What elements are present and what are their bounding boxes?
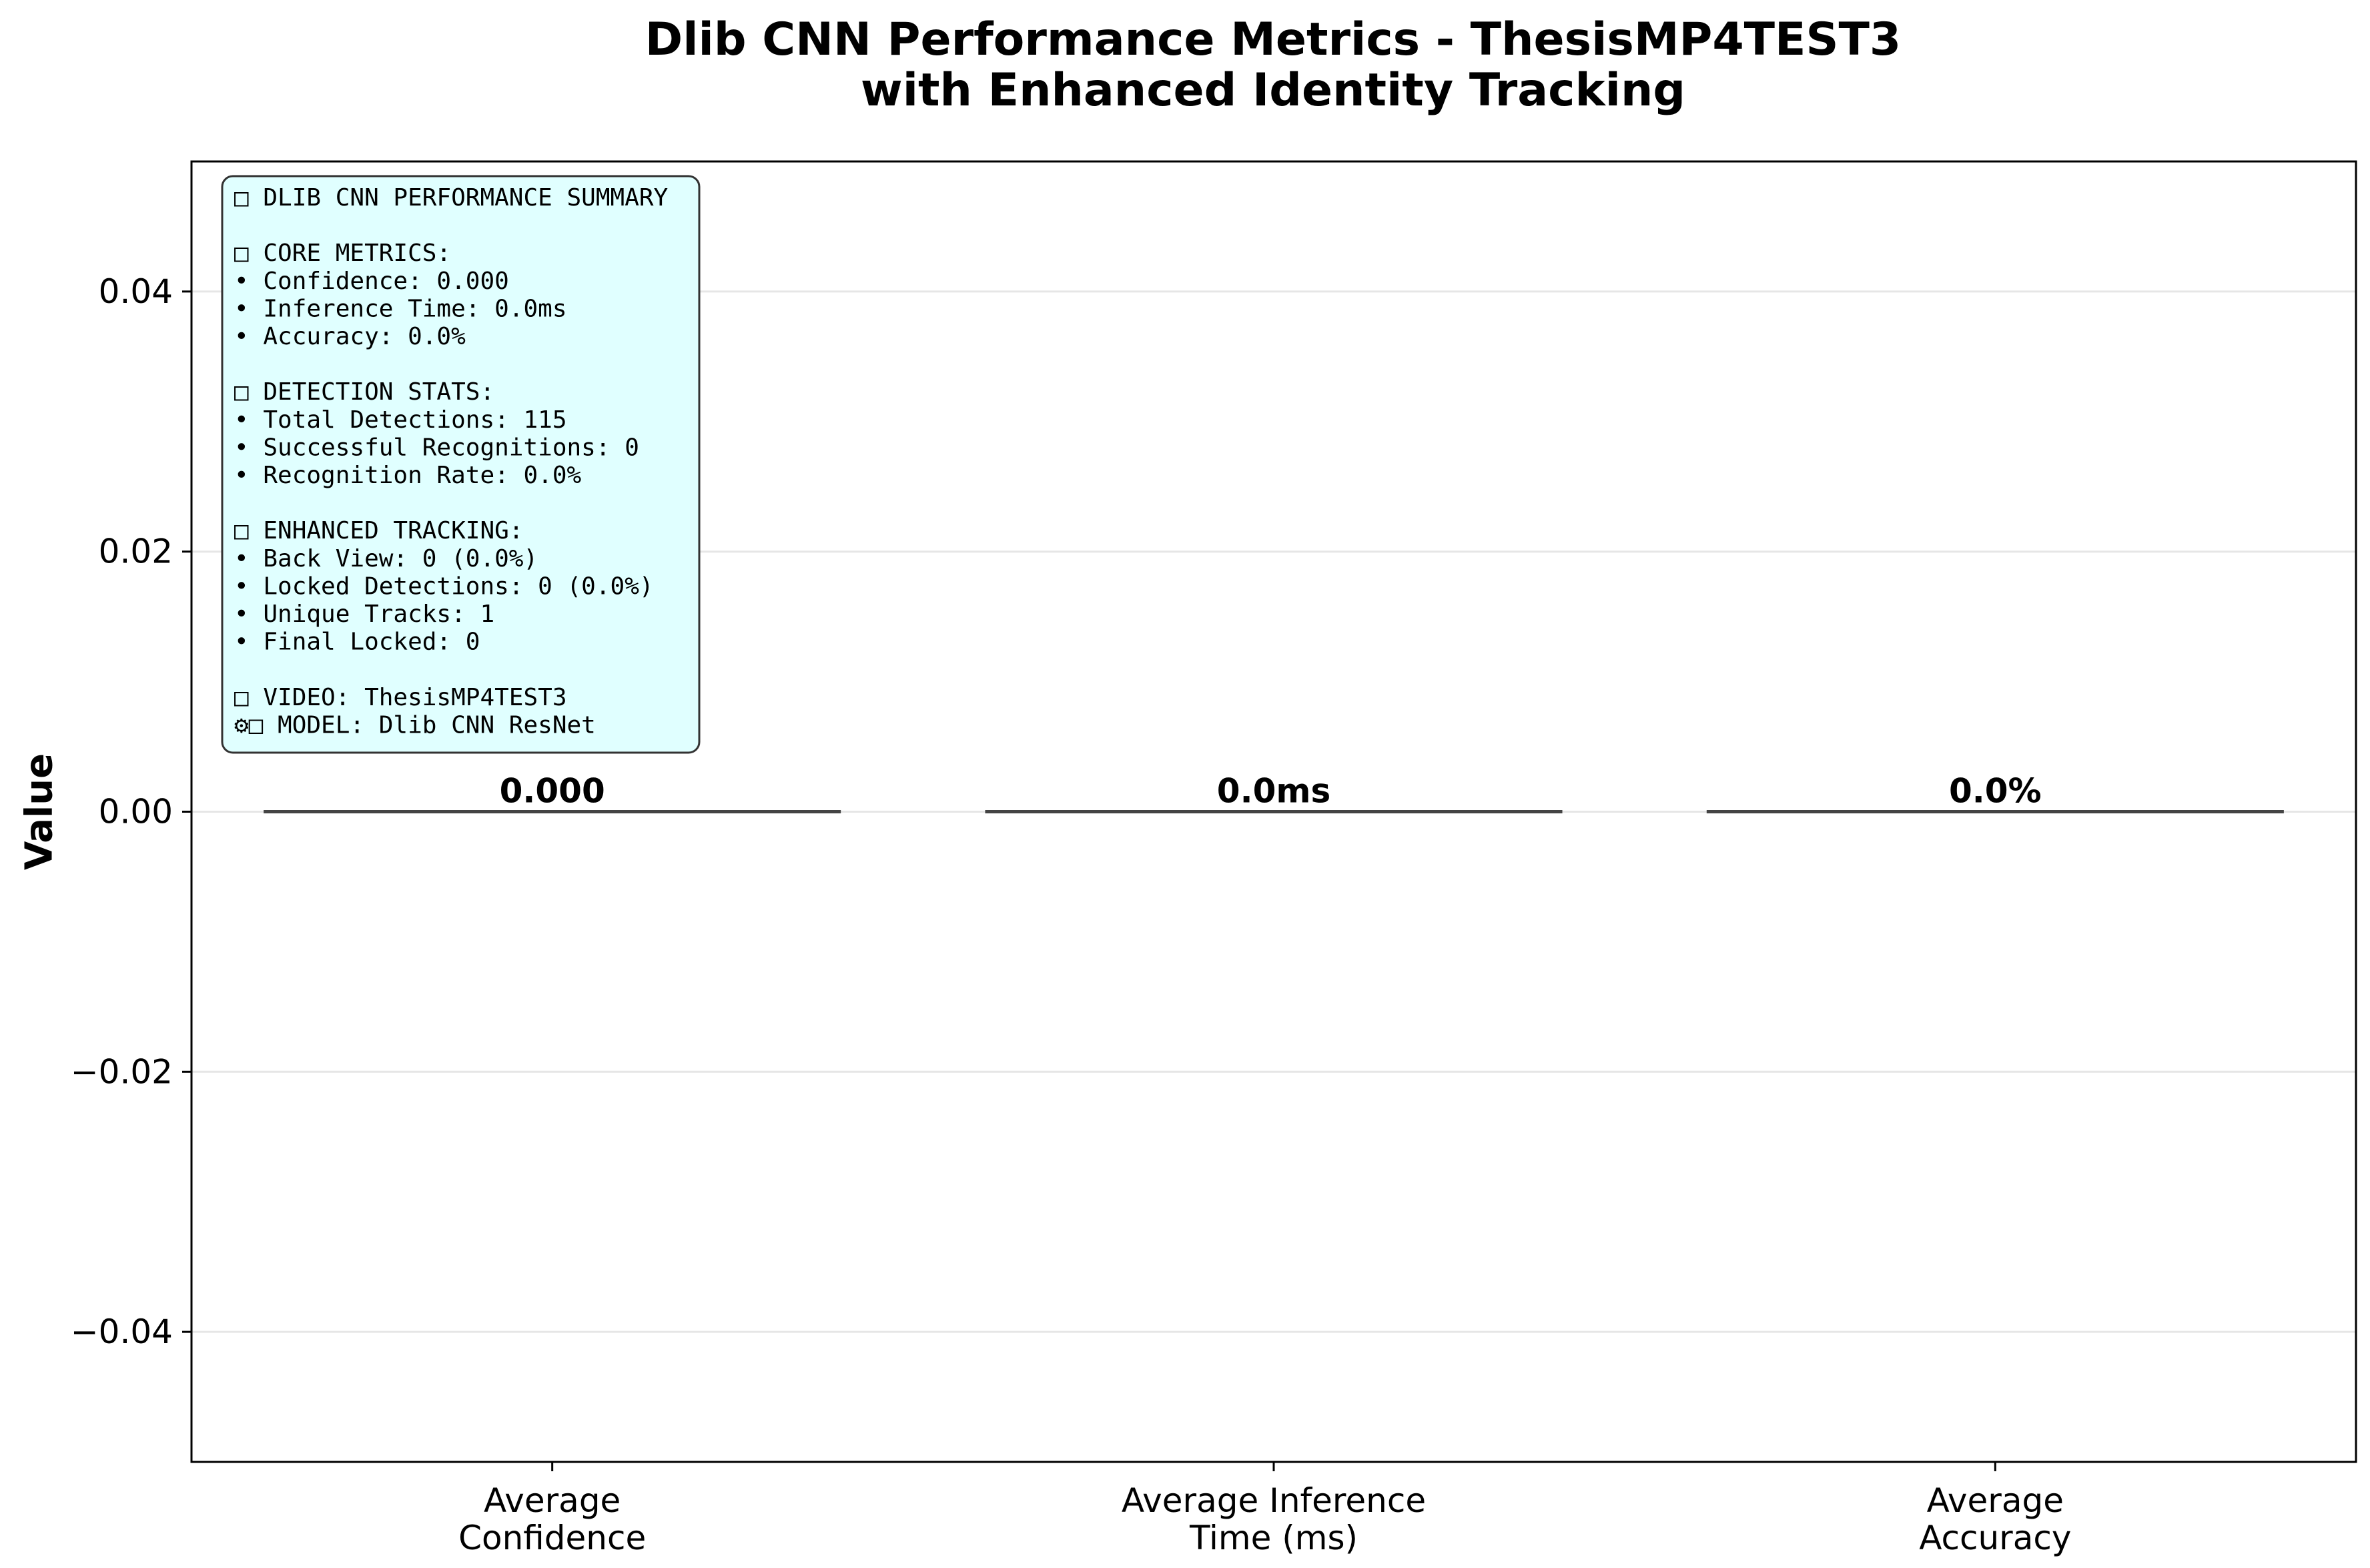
summary-line: • Confidence: 0.000 xyxy=(234,268,509,295)
summary-line: • Back View: 0 (0.0%) xyxy=(234,545,538,572)
summary-line: • Accuracy: 0.0% xyxy=(234,323,466,350)
chart-title: Dlib CNN Performance Metrics - ThesisMP4… xyxy=(645,13,1901,117)
summary-line: • Successful Recognitions: 0 xyxy=(234,434,639,461)
summary-box: □ DLIB CNN PERFORMANCE SUMMARY □ CORE MET… xyxy=(221,175,701,754)
bar-value-label: 0.0% xyxy=(1949,772,2042,811)
x-tick-label: Average xyxy=(484,1481,621,1520)
y-tick-label: −0.02 xyxy=(71,1052,173,1091)
summary-line: • Final Locked: 0 xyxy=(234,629,480,656)
y-tick-label: 0.04 xyxy=(99,272,173,311)
bar-value-label: 0.0ms xyxy=(1217,772,1330,811)
summary-line: ⚙□ MODEL: Dlib CNN ResNet xyxy=(234,711,596,739)
x-tick-label: Average Inference xyxy=(1122,1481,1426,1520)
y-axis: −0.04 −0.02 0.00 0.02 0.04 xyxy=(71,272,191,1351)
x-tick-label: Confidence xyxy=(458,1519,646,1557)
bar-value-label: 0.000 xyxy=(500,772,605,811)
summary-line: □ DETECTION STATS: xyxy=(234,378,494,406)
chart-title-line: Dlib CNN Performance Metrics - ThesisMP4… xyxy=(645,13,1901,66)
summary-line: • Inference Time: 0.0ms xyxy=(234,295,567,322)
chart-title-line: with Enhanced Identity Tracking xyxy=(861,64,1685,117)
summary-line: □ CORE METRICS: xyxy=(234,240,451,267)
summary-line: • Locked Detections: 0 (0.0%) xyxy=(234,572,654,600)
y-tick-label: 0.00 xyxy=(99,793,173,831)
x-tick-label: Accuracy xyxy=(1919,1519,2071,1557)
y-tick-label: 0.02 xyxy=(99,532,173,571)
summary-line: □ VIDEO: ThesisMP4TEST3 xyxy=(234,684,567,711)
summary-box-background xyxy=(221,175,701,754)
x-tick-label: Time (ms) xyxy=(1189,1519,1358,1557)
x-tick-label: Average xyxy=(1927,1481,2064,1520)
summary-line: • Total Detections: 115 xyxy=(234,406,567,434)
y-axis-label: Value xyxy=(18,753,61,870)
summary-line: • Unique Tracks: 1 xyxy=(234,601,494,628)
summary-line: □ DLIB CNN PERFORMANCE SUMMARY xyxy=(234,184,669,212)
y-tick-label: −0.04 xyxy=(71,1312,173,1351)
summary-line: • Recognition Rate: 0.0% xyxy=(234,462,581,489)
bars: 0.000 0.0ms 0.0% xyxy=(264,772,2284,813)
summary-line: □ ENHANCED TRACKING: xyxy=(234,517,523,544)
